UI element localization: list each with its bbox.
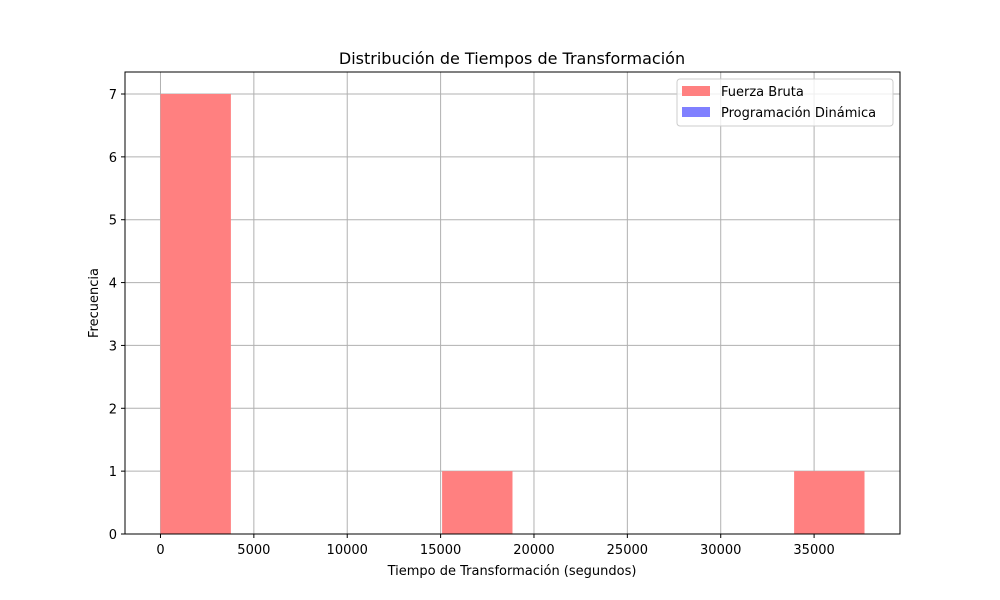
legend: Fuerza Bruta Programación Dinámica: [676, 78, 894, 127]
y-axis-ticks: 0 1 2 3 4 5 6 7: [109, 88, 125, 543]
x-axis-ticks: 0 5000 10000 15000 20000 25000 30000 35000: [156, 534, 835, 558]
x-tick-label: 35000: [793, 543, 834, 558]
legend-label: Programación Dinámica: [721, 106, 876, 121]
y-tick-label: 7: [109, 88, 117, 103]
histogram-bars: [160, 94, 865, 534]
chart-title: Distribución de Tiempos de Transformació…: [339, 49, 685, 68]
x-tick-label: 25000: [607, 543, 648, 558]
y-tick-label: 0: [109, 528, 117, 543]
x-axis-label: Tiempo de Transformación (segundos): [387, 564, 637, 579]
y-tick-label: 4: [109, 277, 117, 292]
legend-swatch: [682, 86, 710, 96]
histogram-bar: [442, 471, 513, 534]
histogram-bar: [160, 94, 231, 534]
x-tick-label: 10000: [327, 543, 368, 558]
y-tick-label: 5: [109, 214, 117, 229]
plot-area-frame: [124, 71, 901, 535]
histogram-bar: [794, 471, 865, 534]
y-tick-label: 1: [109, 465, 117, 480]
legend-swatch: [682, 107, 710, 117]
x-tick-label: 5000: [237, 543, 270, 558]
y-tick-label: 6: [109, 151, 117, 166]
y-axis-label: Frecuencia: [87, 268, 102, 338]
y-tick-label: 3: [109, 339, 117, 354]
x-tick-label: 30000: [700, 543, 741, 558]
x-tick-label: 15000: [420, 543, 461, 558]
y-tick-label: 2: [109, 402, 117, 417]
grid-lines: [125, 72, 900, 535]
x-tick-label: 0: [156, 543, 164, 558]
legend-box: [676, 78, 894, 127]
x-tick-label: 20000: [513, 543, 554, 558]
legend-label: Fuerza Bruta: [721, 85, 804, 100]
